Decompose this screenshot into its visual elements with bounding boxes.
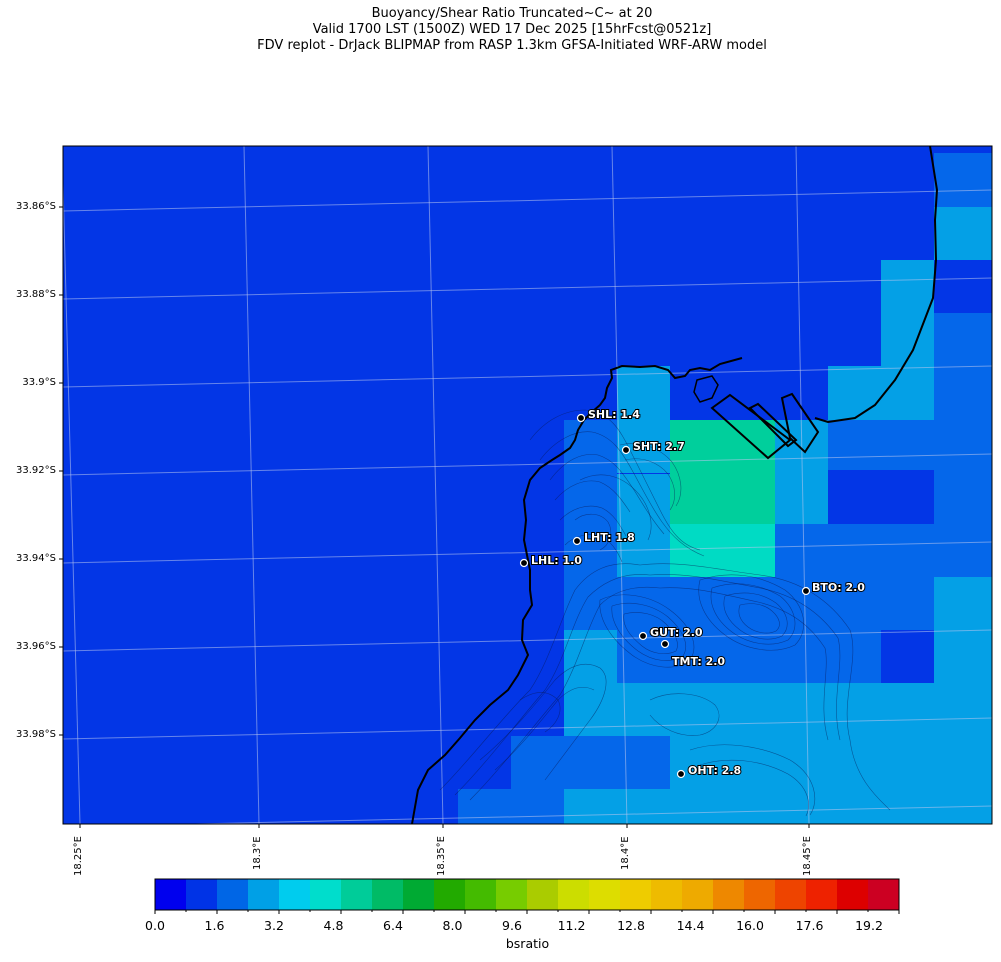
bsratio-field — [458, 153, 992, 824]
station-shl: SHL: 1.4 — [576, 407, 641, 423]
lon-label-18.3: 18.3°E — [252, 836, 263, 870]
lon-label-18.25: 18.25°E — [73, 836, 84, 876]
title-line-3: FDV replot - DrJack BLIPMAP from RASP 1.… — [257, 38, 767, 53]
cb-label-4: 6.4 — [383, 918, 403, 933]
colorbar-cell — [403, 879, 435, 910]
lon-label-18.45: 18.45°E — [802, 836, 813, 876]
title-line-1: Buoyancy/Shear Ratio Truncated~C~ at 20 — [371, 6, 653, 21]
colorbar-cell — [248, 879, 280, 910]
title-line-2: Valid 1700 LST (1500Z) WED 17 Dec 2025 [… — [312, 22, 712, 37]
cb-label-3: 4.8 — [323, 918, 344, 933]
colorbar-cell — [775, 879, 807, 910]
terrain-contours — [439, 409, 891, 817]
lat-label-33.9: 33.9°S — [22, 377, 56, 388]
colorbar-cell — [341, 879, 373, 910]
station-lht: LHT: 1.8 — [572, 530, 636, 546]
cb-label-7: 11.2 — [557, 918, 586, 933]
colorbar-cell — [217, 879, 249, 910]
colorbar-cell — [310, 879, 342, 910]
station-label-tmt: TMT: 2.0 — [672, 655, 725, 668]
station-lhl: LHL: 1.0 — [519, 553, 583, 568]
axis-ticks — [59, 206, 810, 828]
title-block: Buoyancy/Shear Ratio Truncated~C~ at 20 … — [0, 6, 1001, 54]
cb-label-6: 9.6 — [502, 918, 522, 933]
station-label-sht: SHT: 2.7 — [633, 440, 685, 453]
cb-label-5: 8.0 — [442, 918, 463, 933]
station-label-gut: GUT: 2.0 — [650, 626, 703, 639]
cb-label-11: 17.6 — [795, 918, 824, 933]
station-label-shl: SHL: 1.4 — [588, 408, 640, 421]
cb-label-0: 0.0 — [145, 918, 165, 933]
station-bto: BTO: 2.0 — [801, 580, 866, 596]
cb-label-8: 12.8 — [617, 918, 645, 933]
colorbar-cell — [155, 879, 187, 910]
colorbar — [154, 878, 900, 914]
station-label-bto: BTO: 2.0 — [812, 581, 865, 594]
station-oht: OHT: 2.8 — [676, 763, 742, 779]
colorbar-cell — [434, 879, 466, 910]
map-frame — [62, 145, 993, 825]
station-label-oht: OHT: 2.8 — [688, 764, 741, 777]
station-label-lhl: LHL: 1.0 — [531, 554, 582, 567]
station-gut: GUT: 2.0 — [638, 625, 704, 641]
colorbar-cell — [620, 879, 652, 910]
cb-label-1: 1.6 — [204, 918, 225, 933]
cb-label-12: 19.2 — [855, 918, 883, 933]
colorbar-cell — [744, 879, 776, 910]
coastline — [411, 146, 939, 824]
colorbar-cell — [465, 879, 497, 910]
colorbar-cell — [651, 879, 683, 910]
colorbar-cell — [496, 879, 528, 910]
lat-label-33.96: 33.96°S — [16, 641, 56, 652]
lat-label-33.86: 33.86°S — [16, 201, 56, 212]
colorbar-cell — [837, 879, 869, 910]
colorbar-cell — [589, 879, 621, 910]
colorbar-cell — [868, 879, 900, 910]
colorbar-cell — [806, 879, 838, 910]
colorbar-cell — [372, 879, 404, 910]
graticule — [63, 146, 992, 824]
lat-label-33.92: 33.92°S — [16, 465, 56, 476]
station-sht: SHT: 2.7 — [621, 439, 686, 455]
colorbar-cell — [527, 879, 559, 910]
colorbar-cell — [713, 879, 745, 910]
lon-label-18.4: 18.4°E — [620, 836, 631, 870]
cb-label-9: 14.4 — [676, 918, 705, 933]
station-tmt: TMT: 2.0 — [660, 639, 726, 669]
lat-label-33.94: 33.94°S — [16, 553, 56, 564]
cb-label-10: 16.0 — [736, 918, 764, 933]
station-markers: SHL: 1.4 SHT: 2.7 LHT: 1.8 LHL: 1.0 BTO:… — [519, 407, 866, 779]
colorbar-cell — [558, 879, 590, 910]
lon-label-18.35: 18.35°E — [436, 836, 447, 876]
colorbar-cell — [279, 879, 311, 910]
colorbar-cell — [682, 879, 714, 910]
cb-label-2: 3.2 — [264, 918, 284, 933]
lat-label-33.98: 33.98°S — [16, 729, 56, 740]
lat-label-33.88: 33.88°S — [16, 289, 56, 300]
station-label-lht: LHT: 1.8 — [584, 531, 635, 544]
colorbar-cell — [186, 879, 218, 910]
colorbar-title: bsratio — [505, 936, 550, 951]
